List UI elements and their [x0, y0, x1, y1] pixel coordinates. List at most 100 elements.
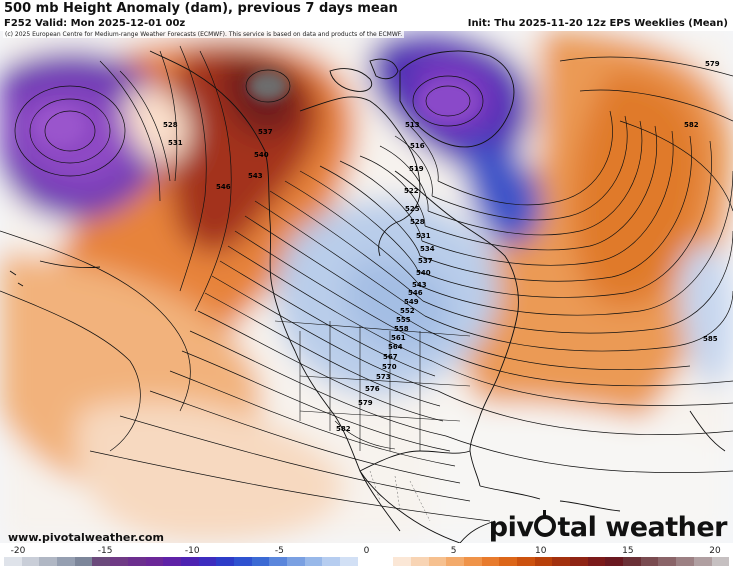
contour-label: 552	[400, 307, 415, 315]
colorbar-tick-label: 10	[535, 546, 547, 556]
valid-time: F252 Valid: Mon 2025-12-01 00z	[4, 18, 186, 29]
colorbar-tick-label: 15	[622, 546, 634, 556]
colorbar-swatch	[640, 557, 659, 566]
colorbar-swatch	[21, 557, 40, 566]
colorbar-swatch	[481, 557, 500, 566]
brand-o-icon	[534, 510, 557, 537]
colorbar-swatch	[605, 557, 624, 566]
colorbar-swatch	[658, 557, 677, 566]
colorbar-swatch	[393, 557, 411, 566]
colorbar-tick-label: -10	[184, 546, 200, 556]
colorbar-swatch	[251, 557, 270, 566]
anomaly-shading	[0, 31, 733, 543]
contour-label: 516	[410, 142, 425, 150]
contour-label: 570	[382, 363, 397, 371]
contour-label: 528	[163, 121, 178, 129]
contour-label: 522	[404, 187, 419, 195]
colorbar-swatch	[110, 557, 128, 566]
height-contours	[0, 45, 733, 522]
colorbar-swatch	[304, 557, 323, 566]
colorbar-swatch	[322, 557, 341, 566]
colorbar-swatch	[623, 557, 641, 566]
colorbar-swatch	[570, 557, 588, 566]
colorbar-swatch	[534, 557, 553, 566]
contour-label: 567	[383, 353, 398, 361]
colorbar-tick-label: 0	[363, 546, 370, 556]
contour-labels: 513 516 519 522 525 528 531 534 537 540 …	[163, 60, 720, 433]
contour-label: 525	[405, 205, 420, 213]
contour-label: 531	[168, 139, 183, 147]
colorbar-swatch	[74, 557, 93, 566]
colorbar-labels: -20 -15 -10 -5 0 5 10 15 20	[0, 545, 733, 557]
contour-label: 546	[216, 183, 231, 191]
contour-label: 537	[418, 257, 433, 265]
colorbar-tick-label: 20	[709, 546, 721, 556]
anomaly-map: 513 516 519 522 525 528 531 534 537 540 …	[0, 31, 733, 543]
brand-text-right: tal weather	[557, 512, 727, 543]
map-panel: 513 516 519 522 525 528 531 534 537 540 …	[0, 31, 733, 543]
colorbar-strip	[4, 557, 730, 566]
colorbar-swatch	[180, 557, 199, 566]
brand-logo: piv tal weather	[488, 510, 727, 543]
colorbar-swatch	[127, 557, 146, 566]
colorbar-swatch	[269, 557, 287, 566]
map-title: 500 mb Height Anomaly (dam), previous 7 …	[4, 1, 398, 16]
website-url[interactable]: www.pivotalweather.com	[8, 531, 164, 544]
colorbar-swatch	[446, 557, 464, 566]
colorbar-swatch	[198, 557, 217, 566]
contour-label: 546	[408, 289, 423, 297]
colorbar-swatch	[233, 557, 252, 566]
contour-label: 513	[405, 121, 420, 129]
borders	[274, 320, 471, 451]
colorbar-swatch	[428, 557, 447, 566]
contour-label: 564	[388, 343, 403, 351]
contour-label: 558	[394, 325, 409, 333]
contour-label: 531	[416, 232, 431, 240]
colorbar-tick-label: 5	[450, 546, 457, 556]
colorbar-swatch	[463, 557, 482, 566]
colorbar: -20 -15 -10 -5 0 5 10 15 20	[0, 545, 733, 567]
colorbar-swatch	[587, 557, 606, 566]
contour-label: 561	[391, 334, 406, 342]
colorbar-swatch	[711, 557, 730, 566]
contour-label: 543	[412, 281, 427, 289]
colorbar-tick-label: -15	[97, 546, 113, 556]
contour-label: 576	[365, 385, 380, 393]
colorbar-tick-label: -20	[10, 546, 26, 556]
colorbar-tick-label: -5	[274, 546, 284, 556]
colorbar-swatch	[375, 557, 394, 566]
colorbar-swatch	[216, 557, 234, 566]
colorbar-swatch	[340, 557, 358, 566]
contour-label: 537	[258, 128, 273, 136]
contour-label: 585	[703, 335, 718, 343]
colorbar-swatch	[163, 557, 181, 566]
contour-label: 549	[404, 298, 419, 306]
contour-label: 528	[410, 218, 425, 226]
colorbar-swatch	[39, 557, 58, 566]
contour-label: 573	[376, 373, 391, 381]
contour-label: 579	[358, 399, 373, 407]
colorbar-swatch	[92, 557, 111, 566]
colorbar-swatch	[357, 557, 376, 566]
colorbar-swatch	[287, 557, 305, 566]
contour-label: 579	[705, 60, 720, 68]
contour-label: 543	[248, 172, 263, 180]
colorbar-swatch	[57, 557, 75, 566]
contour-label: 540	[416, 269, 431, 277]
copyright-notice: (c) 2025 European Centre for Medium-rang…	[3, 31, 405, 38]
contour-label: 540	[254, 151, 269, 159]
contour-label: 582	[684, 121, 699, 129]
colorbar-swatch	[145, 557, 164, 566]
contour-label: 519	[409, 165, 424, 173]
colorbar-swatch	[499, 557, 517, 566]
contour-label: 534	[420, 245, 435, 253]
colorbar-swatch	[693, 557, 712, 566]
contour-label: 582	[336, 425, 351, 433]
contour-label: 555	[396, 316, 411, 324]
init-time: Init: Thu 2025-11-20 12z EPS Weeklies (M…	[467, 18, 728, 29]
brand-text-left: piv	[488, 512, 534, 543]
colorbar-swatch	[552, 557, 570, 566]
colorbar-swatch	[516, 557, 535, 566]
colorbar-swatch	[4, 557, 22, 566]
